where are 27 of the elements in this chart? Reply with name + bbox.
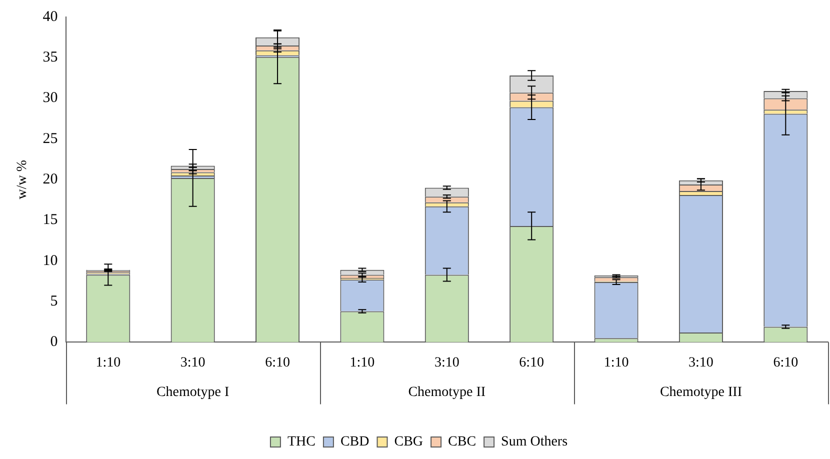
text: Chemotype II [408,384,486,400]
y-tick-label: 0 [50,334,58,350]
x-tick-label: 6:10 [265,355,290,370]
y-tick-label: 15 [42,212,58,228]
legend-label: THC [287,434,316,450]
legend-label: Sum Others [501,434,568,450]
y-tick-label: 10 [42,252,58,269]
y-axis-title: w/w % [15,160,30,200]
legend-label: CBD [340,434,370,450]
x-tick-label: 3:10 [688,355,714,370]
legend-label: CBG [394,434,424,450]
y-tick-label: 25 [42,130,58,147]
x-tick-label: 1:10 [350,355,375,370]
x-tick-label: 6:10 [519,355,544,370]
legend-label: CBC [448,434,476,450]
y-tick-label: 20 [42,172,58,188]
text: Chemotype I [156,384,230,400]
y-tick-label: 30 [42,90,58,106]
x-tick-label: 6:10 [773,355,798,370]
x-tick-label: 1:10 [96,355,121,370]
text: Chemotype III [660,384,742,400]
y-tick-label: 40 [42,8,58,25]
y-tick-label: 35 [42,50,58,66]
x-tick-label: 1:10 [604,355,629,370]
x-tick-label: 3:10 [180,355,206,370]
x-tick-label: 3:10 [434,355,460,370]
y-tick-label: 5 [50,293,58,310]
